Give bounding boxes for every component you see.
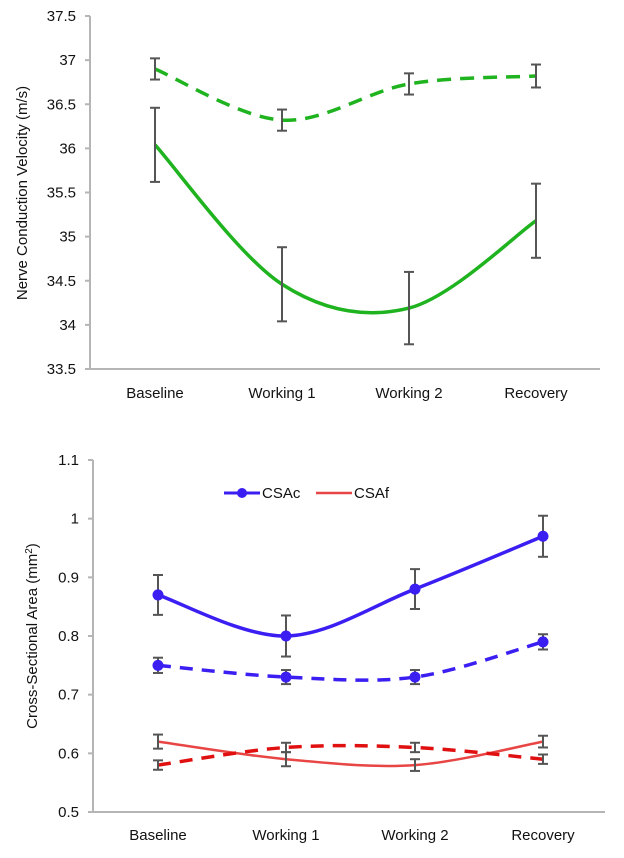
- data-point-marker: [409, 671, 421, 683]
- error-bar: [404, 270, 414, 346]
- data-point-marker: [537, 636, 549, 648]
- series-ncv-solid: [150, 106, 541, 346]
- error-bar: [404, 72, 414, 96]
- series-line: [154, 67, 537, 122]
- series-ncv-dashed: [150, 57, 541, 132]
- y-tick-label: 36: [59, 140, 76, 157]
- ncv-chart: Nerve Conduction Velocity (m/s) 33.5 34 34…: [14, 8, 600, 402]
- error-bar: [281, 741, 291, 754]
- x-tick-label: Working 1: [252, 827, 319, 844]
- legend-item: CSAf: [316, 485, 390, 502]
- error-bar: [277, 108, 287, 132]
- legend-label: CSAc: [262, 485, 301, 502]
- y-tick-label: 1: [71, 511, 79, 528]
- y-tick-label: 33.5: [47, 361, 76, 378]
- data-point-marker: [152, 659, 164, 671]
- y-tick-label: 35.5: [47, 185, 76, 202]
- y-tick-label: 1.1: [58, 452, 79, 469]
- series-csac: [152, 514, 549, 658]
- legend-label: CSAf: [354, 485, 390, 502]
- y-tick-label: 34.5: [47, 273, 76, 290]
- x-tick-label: Recovery: [511, 827, 575, 844]
- error-bar: [277, 246, 287, 323]
- series-line: [157, 740, 544, 768]
- error-bar: [410, 741, 420, 754]
- x-tick-label: Recovery: [504, 385, 568, 402]
- csa-y-axis-title-main: Cross-Sectional Area (mm: [24, 554, 41, 729]
- series-line: [157, 640, 544, 682]
- csa-chart: Cross-Sectional Area (mm2) 0.5 0.6 0.7 0.8 0…: [24, 452, 605, 844]
- error-bar: [410, 758, 420, 772]
- error-bar: [153, 733, 163, 750]
- y-tick-label: 35: [59, 229, 76, 246]
- y-tick-label: 0.5: [58, 804, 79, 821]
- csa-y-axis-title: Cross-Sectional Area (mm2): [24, 543, 42, 729]
- error-bar: [150, 106, 160, 183]
- y-tick-label: 0.7: [58, 687, 79, 704]
- y-tick-label: 36.5: [47, 96, 76, 113]
- series-line: [153, 143, 537, 315]
- data-point-marker: [409, 583, 421, 595]
- y-tick-label: 34: [59, 317, 76, 334]
- legend: CSAc CSAf: [224, 485, 390, 502]
- error-bar: [538, 734, 548, 749]
- data-point-marker: [152, 589, 164, 601]
- x-tick-label: Working 1: [248, 385, 315, 402]
- x-tick-label: Baseline: [126, 385, 184, 402]
- error-bar: [531, 182, 541, 259]
- legend-marker: [237, 488, 247, 498]
- x-tick-label: Working 2: [375, 385, 442, 402]
- series-csac-dashed: [152, 633, 549, 686]
- series-line: [157, 534, 544, 638]
- csa-y-axis-title-unit: ): [24, 543, 41, 548]
- data-point-marker: [537, 530, 549, 542]
- y-tick-label: 0.9: [58, 569, 79, 586]
- superscript-2: 2: [24, 548, 35, 554]
- series-line: [157, 743, 544, 767]
- error-bar: [153, 759, 163, 771]
- data-point-marker: [280, 671, 292, 683]
- error-bar: [150, 57, 160, 81]
- y-tick-label: 0.6: [58, 745, 79, 762]
- y-tick-label: 0.8: [58, 628, 79, 645]
- error-bar: [531, 63, 541, 89]
- data-point-marker: [280, 630, 292, 642]
- error-bar: [538, 753, 548, 765]
- ncv-y-axis-title: Nerve Conduction Velocity (m/s): [14, 86, 31, 300]
- legend-item: CSAc: [224, 485, 301, 502]
- x-tick-label: Working 2: [381, 827, 448, 844]
- y-tick-label: 37.5: [47, 8, 76, 25]
- y-tick-label: 37: [59, 52, 76, 69]
- x-tick-label: Baseline: [129, 827, 187, 844]
- series-csaf-dashed: [153, 741, 548, 771]
